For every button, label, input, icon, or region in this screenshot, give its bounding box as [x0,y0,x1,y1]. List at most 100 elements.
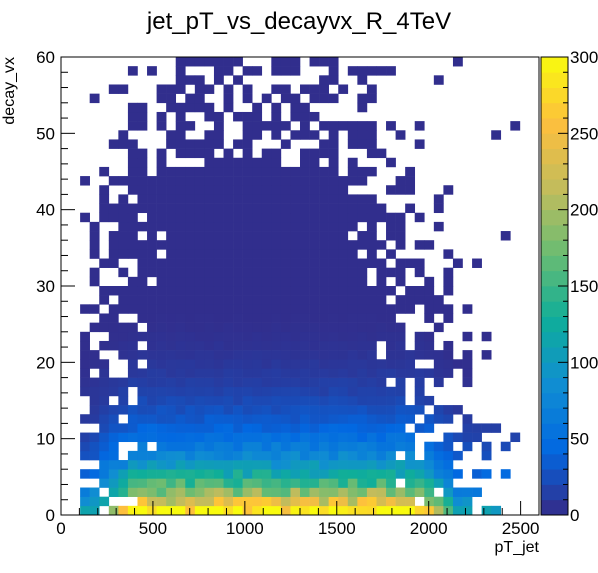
heatmap-cell [261,432,272,443]
heatmap-cell [242,121,253,131]
heatmap-cell [233,331,243,342]
heatmap-cell [280,350,291,360]
heatmap-cell [376,395,387,406]
heatmap-cell [89,276,100,287]
heatmap-cell [204,130,215,140]
heatmap-cell [328,405,339,415]
heatmap-cell [414,395,425,406]
heatmap-cell [118,203,129,214]
heatmap-cell [386,487,396,497]
heatmap-cell [395,405,406,415]
heatmap-cell [252,185,263,195]
heatmap-cell [366,66,377,76]
heatmap-cell [166,377,177,388]
heatmap-cell [127,231,138,241]
heatmap-cell [443,432,454,443]
heatmap-cell [300,176,310,186]
heatmap-cell [223,460,234,470]
heatmap-cell [395,469,406,479]
heatmap-cell [175,66,186,76]
heatmap-cell [405,414,416,424]
heatmap-cell [347,166,358,177]
heatmap-cell [194,331,205,342]
heatmap-cell [357,194,368,204]
heatmap-cell [147,350,157,360]
heatmap-cell [194,203,205,214]
heatmap-cell [280,212,291,223]
heatmap-cell [357,331,368,342]
heatmap-cell [328,350,339,360]
heatmap-cell [280,469,291,479]
heatmap-cell [213,405,224,415]
heatmap-cell [213,157,224,168]
heatmap-cell [271,240,282,250]
heatmap-cell [166,166,177,177]
heatmap-cell [443,185,454,195]
heatmap-cell [376,276,387,287]
heatmap-cell [223,340,234,351]
heatmap-cell [175,84,186,94]
heatmap-cell [386,286,396,296]
heatmap-cell [328,359,339,369]
heatmap-cell [309,313,320,323]
heatmap-cell [127,203,138,214]
heatmap-cell [223,322,234,333]
heatmap-cell [99,423,110,433]
heatmap-cell [213,111,224,122]
heatmap-cell [166,102,177,113]
heatmap-cell [319,469,329,479]
heatmap-cell [213,505,224,516]
heatmap-cell [386,386,396,397]
heatmap-cell [328,176,339,186]
heatmap-cell [156,340,167,351]
heatmap-cell [147,267,157,278]
heatmap-cell [185,295,196,305]
heatmap-cell [137,240,148,250]
heatmap-cell [309,148,320,159]
heatmap-cell [328,505,339,516]
heatmap-cell [452,405,463,415]
heatmap-cell [242,66,253,76]
heatmap-cell [290,322,301,333]
heatmap-cell [213,203,224,214]
heatmap-cell [300,203,310,214]
heatmap-cell [309,350,320,360]
heatmap-cell [175,322,186,333]
heatmap-cell [271,414,282,424]
heatmap-cell [223,377,234,388]
heatmap-cell [223,249,234,259]
heatmap-cell [280,414,291,424]
heatmap-cell [280,203,291,214]
heatmap-cell [424,505,435,516]
heatmap-cell [290,166,301,177]
heatmap-cell [147,359,157,369]
heatmap-cell [357,432,368,443]
heatmap-cell [118,487,129,497]
heatmap-cell [185,286,196,296]
heatmap-cell [424,460,435,470]
heatmap-cell [424,469,435,479]
heatmap-cell [386,157,396,168]
heatmap-cell [395,487,406,497]
heatmap-cell [127,276,138,287]
heatmap-cell [194,84,205,94]
heatmap-cell [166,331,177,342]
heatmap-cell [147,460,157,470]
heatmap-cell [175,258,186,268]
heatmap-cell [261,331,272,342]
heatmap-cell [386,478,396,488]
color-scale-step [541,347,568,363]
heatmap-cell [166,194,177,204]
heatmap-cell [175,377,186,388]
heatmap-cell [271,340,282,351]
heatmap-cell [233,166,243,177]
heatmap-cell [242,258,253,268]
heatmap-cell [261,240,272,250]
heatmap-cell [280,194,291,204]
heatmap-cell [376,295,387,305]
heatmap-cell [242,469,253,479]
heatmap-cell [347,322,358,333]
heatmap-cell [156,176,167,186]
heatmap-cell [223,66,234,76]
